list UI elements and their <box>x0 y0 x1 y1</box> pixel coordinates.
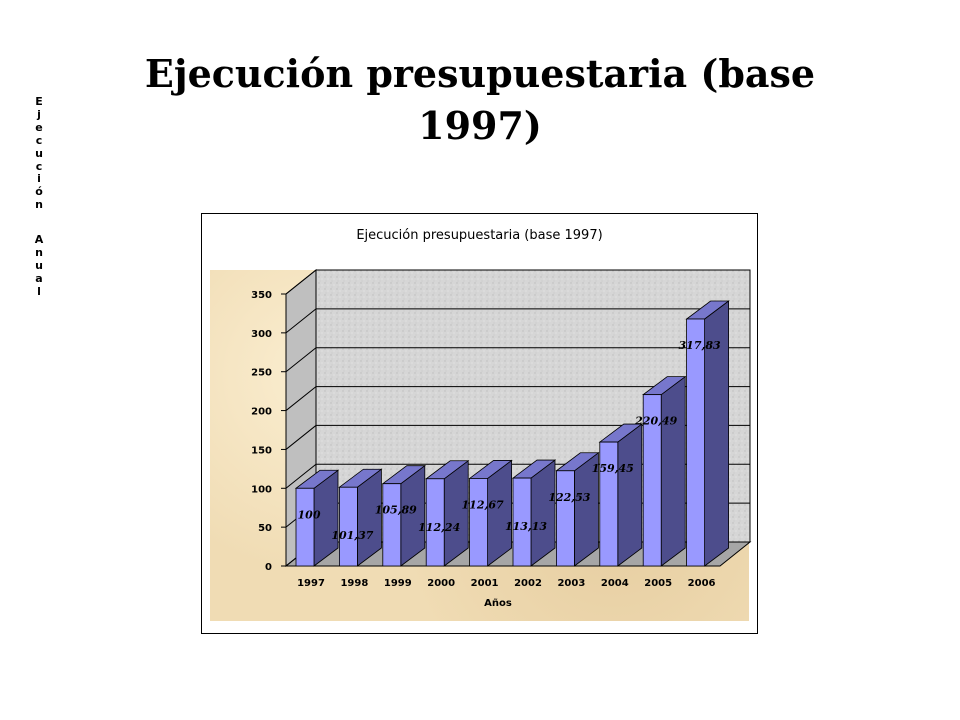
y-axis-label-char: n <box>35 198 43 212</box>
gridline <box>285 308 750 334</box>
gridline <box>285 386 750 411</box>
bar <box>469 478 489 567</box>
x-tick-label: 1997 <box>297 578 325 589</box>
y-tick-label: 200 <box>251 407 272 418</box>
y-tick-label: 350 <box>251 290 272 301</box>
y-tick-label: 300 <box>251 329 272 340</box>
y-tick-label: 250 <box>251 368 272 379</box>
data-label: 105,89 <box>375 504 417 517</box>
y-tick-label: 0 <box>265 562 272 573</box>
y-tick-label: 50 <box>258 523 272 534</box>
data-label: 112,67 <box>462 498 504 511</box>
x-tick-label: 1998 <box>340 578 368 589</box>
y-axis-label-char: ó <box>35 185 43 199</box>
data-label: 122,53 <box>548 491 590 504</box>
x-tick-label: 2002 <box>514 578 542 589</box>
x-tick-label: 1999 <box>384 578 412 589</box>
y-axis-label-char: n <box>35 246 43 260</box>
y-tick-label: 150 <box>251 445 272 456</box>
bar-side <box>530 459 556 567</box>
x-tick-label: 2005 <box>644 578 672 589</box>
bar <box>425 478 445 567</box>
slide-title: Ejecución presupuestaria (base 1997) <box>144 51 816 148</box>
y-axis-label-char: j <box>37 107 41 121</box>
y-axis-label-char: u <box>35 146 43 160</box>
bar-side <box>617 423 643 567</box>
x-axis-title: Años <box>484 598 512 609</box>
x-tick-label: 2004 <box>601 578 629 589</box>
data-label: 112,24 <box>418 521 460 534</box>
gridline <box>285 424 750 450</box>
x-tick-label: 2000 <box>427 578 455 589</box>
bar <box>599 441 619 567</box>
data-label: 101,37 <box>331 529 373 542</box>
y-axis-label-char: i <box>37 172 41 186</box>
data-label: 100 <box>298 508 321 521</box>
y-axis-label-char: l <box>37 284 41 298</box>
y-axis-label-char: a <box>35 271 43 285</box>
gridline <box>285 347 750 373</box>
x-tick-label: 2001 <box>471 578 499 589</box>
data-label: 317,83 <box>679 339 721 352</box>
data-label: 220,49 <box>634 415 677 428</box>
bar <box>556 470 575 567</box>
bar <box>686 318 705 567</box>
bar <box>295 487 315 567</box>
bar <box>642 394 662 567</box>
data-label: 113,13 <box>505 520 547 533</box>
y-axis-label-char: c <box>35 159 43 173</box>
x-tick-label: 2006 <box>688 578 716 589</box>
y-tick-label: 100 <box>251 484 272 495</box>
bar <box>382 483 402 567</box>
x-tick-label: 2003 <box>557 578 585 589</box>
bar-side <box>660 375 686 567</box>
y-axis-label-char: A <box>34 233 44 247</box>
data-label: 159,45 <box>592 462 634 475</box>
y-axis-label-char: e <box>35 120 43 134</box>
gridline <box>285 269 750 295</box>
y-axis-label-char: u <box>35 258 43 272</box>
y-axis-label-char: c <box>35 133 43 147</box>
bar <box>512 477 532 567</box>
bar <box>338 486 358 567</box>
y-axis-label-char: E <box>35 95 43 108</box>
y-axis-label-char <box>33 212 45 234</box>
bar-side <box>487 459 513 567</box>
chart-title: Ejecución presupuestaria (base 1997) <box>356 228 603 243</box>
